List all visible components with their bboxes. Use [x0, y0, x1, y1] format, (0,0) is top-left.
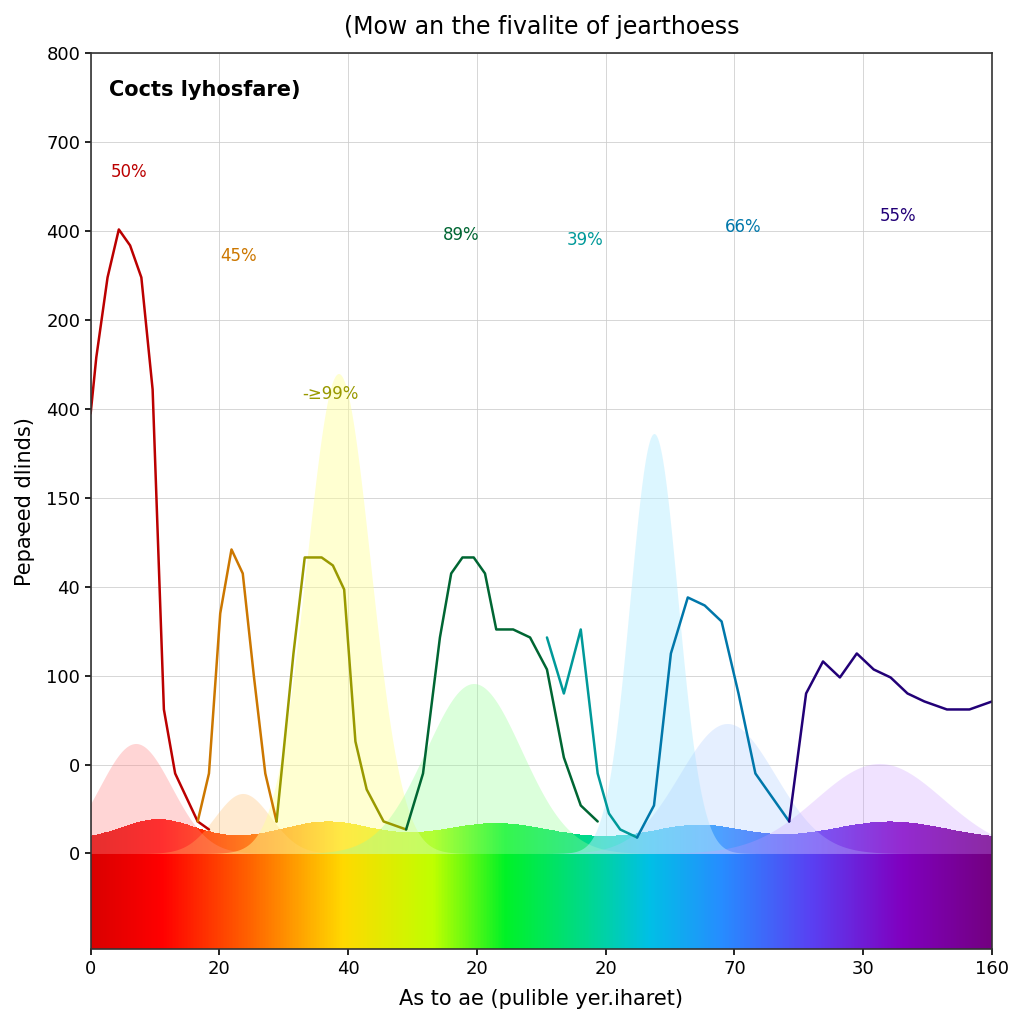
Text: 66%: 66%	[724, 218, 761, 236]
Title: (Mow an the fivalite of jearthoess: (Mow an the fivalite of jearthoess	[344, 15, 739, 39]
Text: 55%: 55%	[880, 207, 915, 224]
Text: 45%: 45%	[220, 248, 257, 265]
Y-axis label: Pepaҽed dlinds): Pepaҽed dlinds)	[15, 417, 35, 586]
X-axis label: As to ae (pulible yer.iharet): As to ae (pulible yer.iharet)	[399, 989, 683, 1009]
Text: -≥99%: -≥99%	[302, 385, 358, 403]
Text: 50%: 50%	[111, 164, 147, 181]
Text: 39%: 39%	[566, 230, 603, 249]
Text: Cocts lyhosfare): Cocts lyhosfare)	[109, 80, 300, 100]
Text: 89%: 89%	[442, 226, 479, 244]
